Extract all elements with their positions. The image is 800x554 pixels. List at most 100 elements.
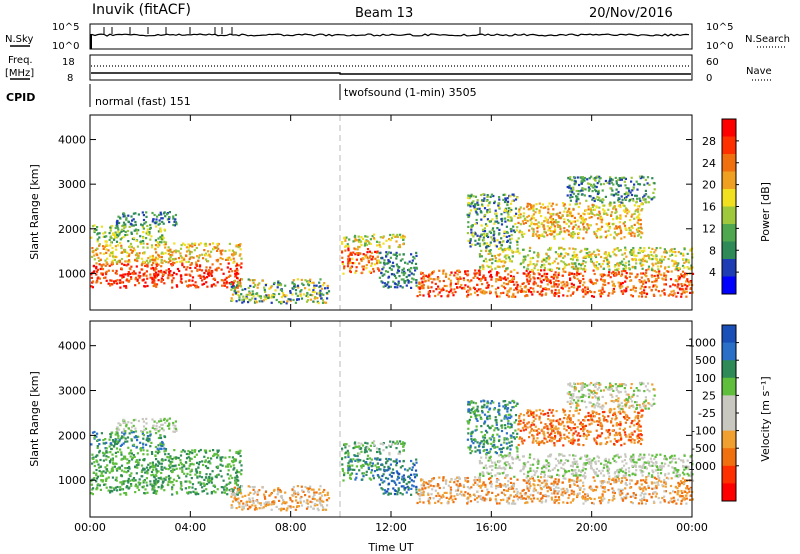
velocity-cell — [98, 449, 101, 452]
power-cell — [559, 225, 562, 228]
velocity-cell — [219, 463, 222, 466]
power-cell — [502, 291, 505, 294]
power-cell — [377, 259, 380, 262]
power-cell — [677, 251, 680, 254]
power-cell — [460, 283, 463, 287]
power-cell — [588, 251, 591, 254]
power-cell — [510, 208, 513, 212]
power-cell — [477, 269, 480, 272]
power-cell — [495, 217, 498, 220]
power-cell — [629, 229, 632, 232]
power-cell — [614, 273, 617, 276]
power-cell — [305, 300, 309, 303]
velocity-cell — [176, 492, 179, 495]
power-cell — [689, 287, 692, 290]
velocity-cell — [240, 500, 243, 503]
power-cell — [573, 176, 576, 179]
power-cell — [327, 290, 331, 293]
power-cell — [176, 267, 180, 271]
power-cell — [577, 285, 580, 288]
velocity-cell — [140, 475, 143, 478]
power-cell — [527, 282, 530, 285]
velocity-cell — [125, 493, 128, 496]
power-cell — [485, 291, 488, 294]
power-cell — [543, 259, 546, 262]
power-cell — [165, 260, 168, 264]
power-cell — [134, 258, 137, 261]
power-cell — [607, 261, 611, 264]
velocity-cell — [347, 464, 350, 467]
power-cell — [321, 299, 325, 302]
power-cell — [139, 235, 142, 238]
power-cell — [126, 251, 129, 254]
power-cell — [551, 218, 554, 221]
velocity-cell — [208, 460, 211, 463]
power-cell — [261, 279, 264, 282]
power-cell — [489, 292, 492, 295]
power-cell — [521, 235, 524, 238]
velocity-cell — [124, 480, 127, 483]
power-cell — [599, 273, 602, 276]
velocity-cell — [155, 468, 158, 471]
power-cell — [675, 268, 678, 271]
power-cell — [372, 270, 375, 273]
power-cell — [518, 252, 521, 255]
power-cell — [514, 295, 517, 298]
velocity-cell — [345, 451, 348, 454]
power-cell — [620, 274, 623, 277]
power-cell — [554, 291, 557, 294]
velocity-cell — [145, 466, 148, 469]
power-cell — [155, 283, 159, 286]
velocity-cell — [163, 417, 166, 420]
velocity-cell — [95, 474, 98, 477]
power-cell — [111, 246, 114, 250]
velocity-cell — [148, 467, 151, 470]
velocity-cell — [152, 473, 155, 476]
power-cell — [188, 246, 191, 249]
power-cell — [130, 231, 133, 234]
power-cell — [388, 245, 391, 248]
power-cell — [506, 277, 509, 280]
velocity-cell — [171, 493, 174, 496]
power-cell — [100, 225, 103, 228]
power-cell — [549, 221, 552, 224]
power-cell — [505, 282, 508, 286]
power-cell — [543, 287, 546, 291]
power-cell — [582, 226, 586, 229]
velocity-cell — [166, 424, 169, 427]
power-cell — [145, 274, 148, 277]
power-cell — [494, 291, 497, 294]
power-cell — [637, 205, 640, 208]
velocity-cell — [120, 453, 123, 456]
power-cell — [400, 278, 403, 281]
power-cell — [137, 254, 140, 258]
power-cell — [592, 196, 595, 200]
power-cell — [533, 267, 536, 270]
velocity-cell — [238, 471, 241, 474]
power-cell — [322, 284, 325, 287]
power-cell — [536, 235, 539, 238]
power-cell — [583, 270, 587, 273]
power-cell — [194, 286, 198, 289]
power-cell — [245, 295, 248, 298]
power-cell — [285, 302, 288, 305]
velocity-cell — [190, 477, 193, 480]
power-cell — [172, 271, 176, 274]
velocity-cell — [210, 481, 213, 484]
power-cell — [557, 255, 561, 258]
power-cell — [468, 194, 471, 197]
power-cell — [142, 218, 146, 222]
power-cell — [571, 236, 574, 239]
velocity-cell — [144, 471, 147, 474]
velocity-cell — [151, 485, 154, 488]
power-cell — [596, 192, 599, 195]
power-cell — [558, 267, 561, 270]
power-cell — [523, 218, 526, 221]
velocity-cell — [127, 427, 130, 430]
power-cell — [615, 216, 618, 220]
colorbar-segment — [722, 154, 736, 172]
power-cell — [116, 279, 119, 282]
power-cell — [483, 207, 487, 210]
power-cell — [161, 220, 164, 223]
power-cell — [444, 275, 448, 278]
